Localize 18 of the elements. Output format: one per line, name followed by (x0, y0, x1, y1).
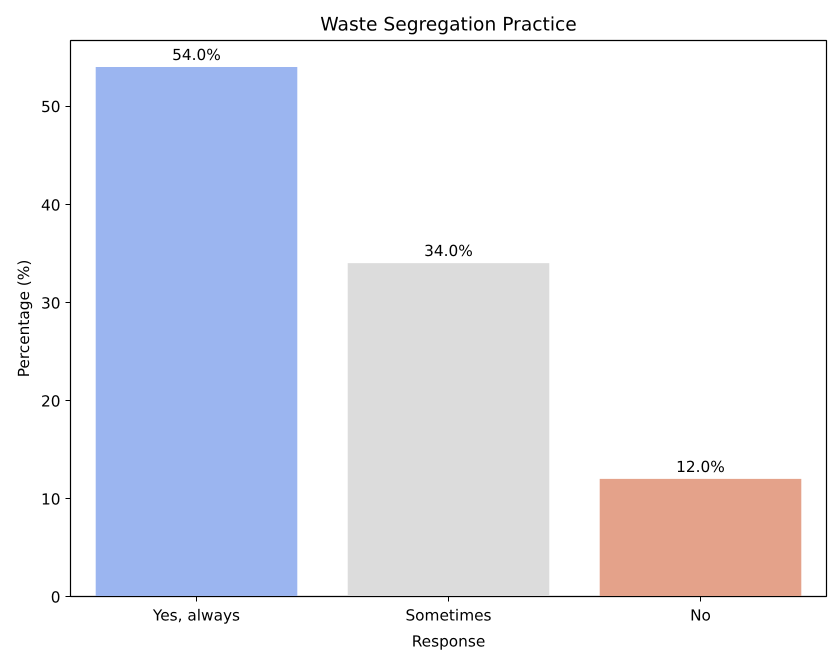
data-label: 54.0% (172, 46, 221, 64)
data-label: 34.0% (424, 242, 473, 260)
y-tick-label: 50 (40, 98, 61, 116)
y-tick-label: 10 (40, 490, 61, 508)
chart-title: Waste Segregation Practice (320, 14, 577, 36)
y-tick-label: 20 (40, 392, 61, 410)
bar (96, 66, 298, 596)
x-tick-label: No (690, 606, 711, 624)
y-axis-title: Percentage (%) (14, 260, 33, 378)
y-tick-label: 0 (50, 588, 61, 606)
bar (348, 263, 550, 596)
x-axis-title: Response (412, 632, 486, 650)
y-tick-label: 40 (40, 196, 61, 214)
y-tick-label: 30 (40, 294, 61, 312)
x-tick-label: Sometimes (405, 606, 492, 624)
data-label: 12.0% (676, 458, 725, 476)
x-tick-label: Yes, always (152, 606, 240, 624)
bar (600, 478, 802, 596)
